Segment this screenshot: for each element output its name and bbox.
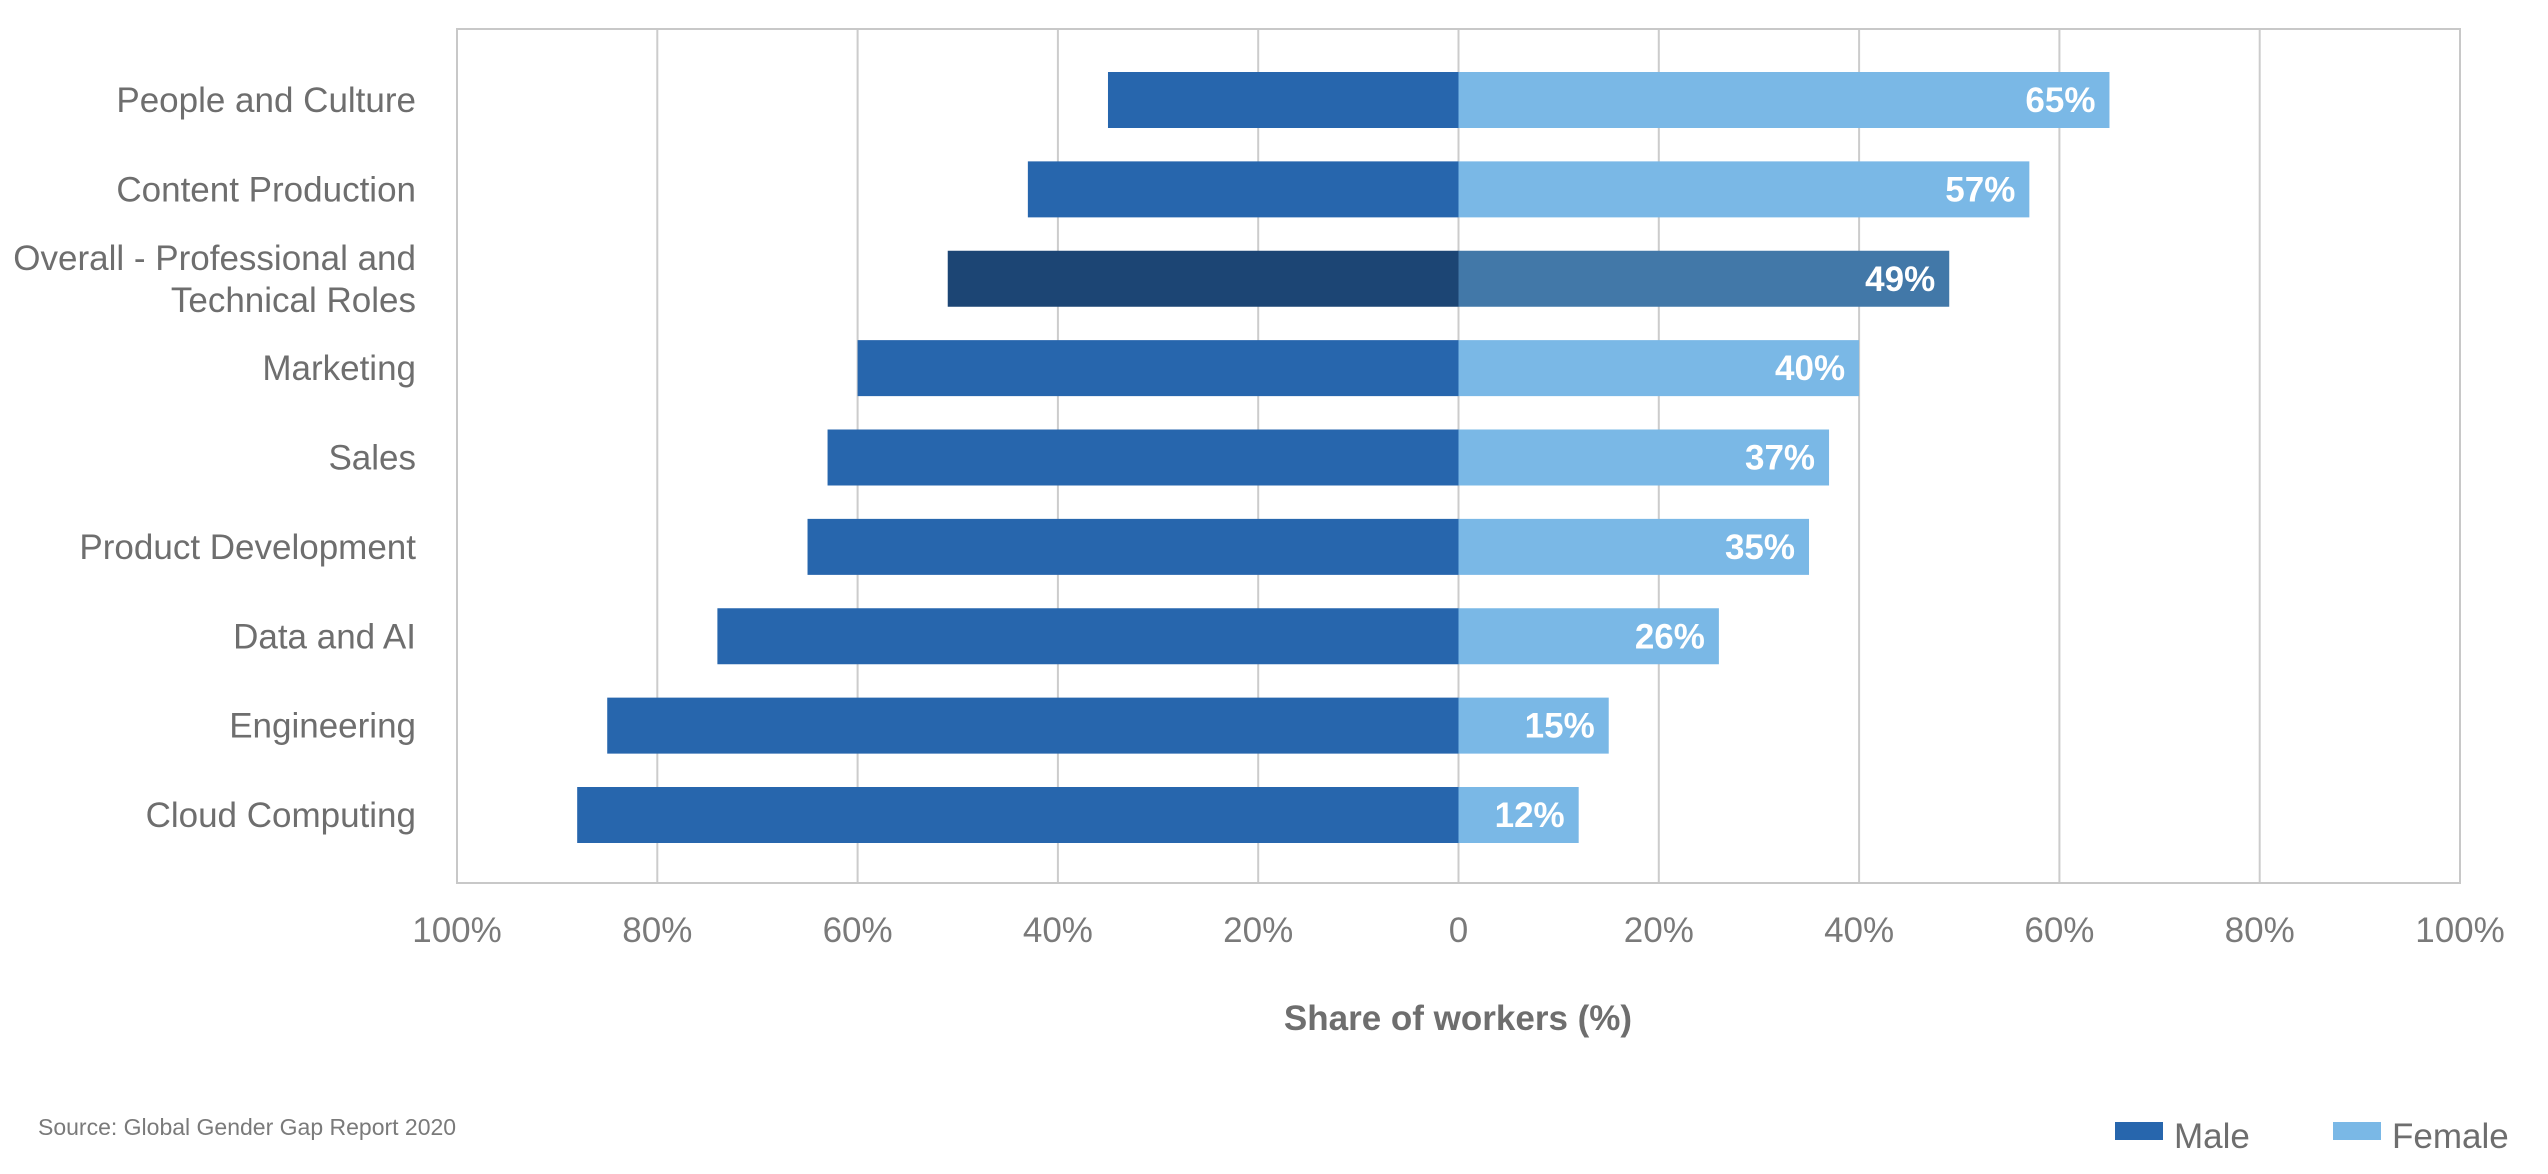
category-labels: People and Culture Content Production Over… [13,81,416,835]
legend-male-swatch [2115,1122,2163,1140]
category-label: Cloud Computing [146,796,416,835]
data-label-female: 65% [2025,81,2095,120]
bar-male [807,518,1459,575]
legend-male-label: Male [2174,1117,2250,1156]
category-label: Engineering [229,707,416,746]
x-tick-label: 80% [622,911,692,950]
bar-male [717,608,1459,665]
data-label-female: 40% [1775,349,1845,388]
data-label-female: 49% [1865,260,1935,299]
bar-female [1458,608,1719,665]
bar-female [1458,518,1810,575]
bar-male [857,340,1459,397]
bar-male [577,787,1459,843]
x-tick-label: 0 [1449,911,1468,950]
category-label: Marketing [262,349,416,388]
bar-female [1458,161,2030,218]
data-label-female: 12% [1495,796,1565,835]
category-label: Overall - Professional and Technical Role… [13,239,416,320]
bar-female [1458,697,1609,754]
source-note: Source: Global Gender Gap Report 2020 [38,1114,456,1140]
x-tick-label: 40% [1824,911,1894,950]
x-tick-label: 80% [2225,911,2295,950]
bar-female [1458,250,1950,307]
plot-frame [456,28,2461,884]
data-label-female: 26% [1635,617,1705,656]
bar-male [947,250,1459,307]
category-label: Sales [328,439,416,478]
category-label: Product Development [79,528,416,567]
bar-female [1458,787,1579,843]
category-label: Content Production [116,170,416,209]
legend-female-swatch [2333,1122,2381,1140]
x-axis-title: Share of workers (%) [1284,999,1632,1038]
legend-female-label: Female [2392,1117,2509,1156]
x-tick-label: 100% [412,911,502,950]
bars [577,72,2110,843]
x-tick-label: 20% [1223,911,1293,950]
bar-male [1107,72,1459,128]
data-label-female: 37% [1745,439,1815,478]
bar-male [827,429,1459,486]
x-tick-label: 20% [1624,911,1694,950]
x-tick-label: 60% [2024,911,2094,950]
bar-female [1458,72,2110,128]
category-label: Data and AI [233,617,416,656]
bar-male [607,697,1459,754]
data-labels: 65% 57% 49% 40% 37% 35% 26% 15% 12% [1495,81,2096,835]
x-tick-label: 60% [823,911,893,950]
x-tick-label: 100% [2415,911,2505,950]
x-tick-label: 40% [1023,911,1093,950]
category-label: People and Culture [116,81,416,120]
data-label-female: 15% [1525,707,1595,746]
bar-female [1458,340,1860,397]
bar-female [1458,429,1830,486]
data-label-female: 57% [1945,170,2015,209]
x-tick-labels: 100% 80% 60% 40% 20% 0 20% 40% 60% 80% 100% [412,911,2505,950]
bar-male [1027,161,1459,218]
legend: Male Female [2115,1117,2509,1156]
data-label-female: 35% [1725,528,1795,567]
